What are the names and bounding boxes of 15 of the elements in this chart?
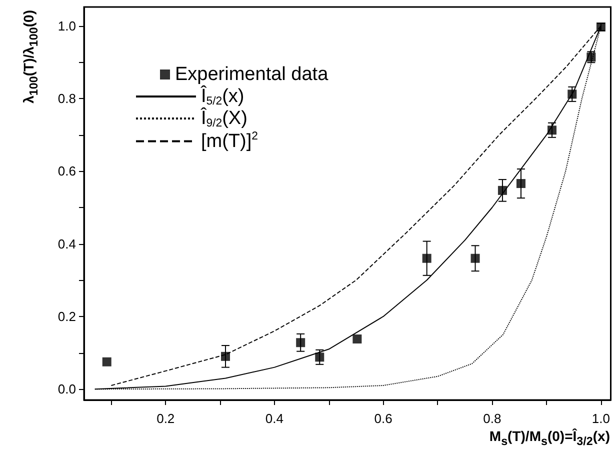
y-tick-label: 0.2 <box>58 308 76 324</box>
x-tick-label: 0.2 <box>156 411 175 426</box>
y-tick-label: 1.0 <box>58 18 76 34</box>
x-axis-title: M$_{s}$(T)/M$_{s}$(0)=Î$_{3/2}$(x) <box>489 428 610 448</box>
y-tick-label: 0.4 <box>58 236 76 252</box>
legend-label: Î9/2(X) <box>200 107 248 130</box>
y-tick-label: 0.8 <box>58 91 76 106</box>
x-tick-label: 0.4 <box>265 411 284 426</box>
x-tick-label: 1.0 <box>592 411 610 426</box>
x-tick-label: 0.8 <box>483 411 502 426</box>
y-tick-label: 0.6 <box>58 164 76 179</box>
y-tick-label: 0.0 <box>58 382 76 397</box>
x-tick-label: 0.6 <box>374 411 392 426</box>
legend-label: Î5/2(x) <box>200 85 244 108</box>
legend-label: Experimental data <box>175 64 329 85</box>
